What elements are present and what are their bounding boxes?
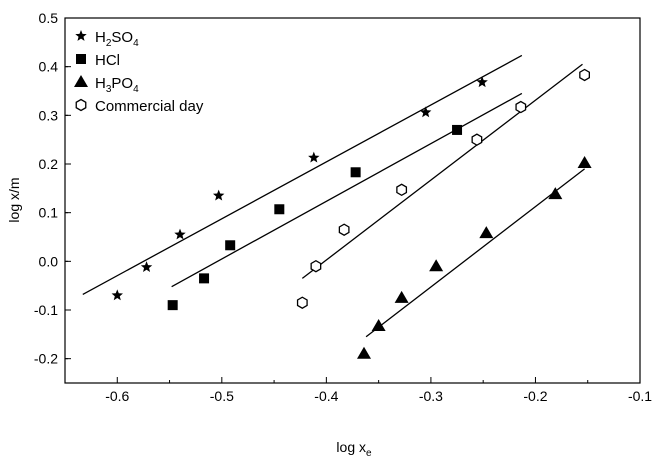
- x-tick-label: -0.4: [314, 388, 338, 404]
- data-point-triangle: [371, 319, 386, 332]
- x-tick-label: -0.3: [419, 388, 443, 404]
- data-point-square: [225, 240, 236, 251]
- legend-label: H2SO4: [95, 29, 139, 49]
- y-tick-label: 0.0: [39, 253, 59, 269]
- x-tick-label: -0.6: [105, 388, 129, 404]
- data-point-star: [174, 228, 186, 240]
- legend-label: HCl: [95, 52, 120, 69]
- data-point-star: [140, 261, 153, 273]
- y-tick-label: -0.1: [34, 302, 58, 318]
- data-point-triangle: [479, 226, 494, 239]
- fit-lines: [82, 54, 585, 338]
- legend-marker-hexagon: [75, 98, 87, 112]
- legend-label: H3PO4: [95, 75, 139, 95]
- data-point-triangle: [357, 346, 371, 359]
- legend-marker-star: [75, 30, 87, 41]
- x-tick-label: -0.2: [523, 388, 547, 404]
- axis-ticks: -0.6 -0.5 -0.4 -0.3 -0.2 -0.1 -0.2 -0.1 0.0 0.1 0.…: [34, 10, 652, 404]
- data-point-star: [212, 189, 225, 201]
- y-tick-label: 0.4: [39, 59, 59, 75]
- data-point-hexagon: [338, 223, 350, 236]
- fit-line-1: [171, 92, 523, 288]
- data-point-star: [419, 106, 432, 118]
- data-point-hexagon: [396, 183, 408, 197]
- data-point-square: [274, 204, 285, 215]
- y-tick-label: 0.3: [39, 107, 59, 123]
- y-axis-title: log x/m: [6, 177, 22, 222]
- data-point-star: [476, 76, 488, 88]
- y-tick-label: -0.2: [34, 351, 58, 367]
- x-axis-title: log xe: [336, 439, 372, 459]
- legend-marker-triangle: [74, 75, 88, 87]
- legend-marker-square: [76, 54, 86, 64]
- data-point-square: [350, 167, 361, 178]
- fit-line-3: [301, 63, 583, 279]
- legend: H2SO4 HCl H3PO4 Commercial day: [74, 29, 204, 115]
- data-point-square: [452, 124, 463, 135]
- x-tick-label: -0.5: [210, 388, 234, 404]
- data-point-hexagon: [515, 100, 527, 114]
- data-point-hexagon: [579, 68, 590, 82]
- data-point-triangle: [429, 259, 444, 272]
- data-point-star: [308, 151, 320, 163]
- data-point-hexagon: [296, 296, 308, 309]
- data-point-triangle: [577, 156, 592, 169]
- data-point-square: [167, 300, 178, 311]
- data-point-square: [199, 273, 210, 284]
- fit-line-2: [365, 168, 585, 338]
- x-tick-label: -0.1: [628, 388, 652, 404]
- data-point-hexagon: [310, 259, 322, 273]
- fit-line-0: [82, 54, 523, 295]
- data-point-triangle: [548, 187, 563, 200]
- y-tick-label: 0.1: [39, 205, 59, 221]
- data-point-star: [111, 289, 123, 301]
- data-points: [111, 68, 592, 359]
- y-tick-label: 0.5: [39, 10, 59, 26]
- data-point-hexagon: [471, 133, 483, 146]
- y-tick-label: 0.2: [39, 156, 59, 172]
- plot-frame: [64, 17, 641, 384]
- data-point-triangle: [394, 290, 409, 303]
- legend-label: Commercial day: [95, 98, 204, 115]
